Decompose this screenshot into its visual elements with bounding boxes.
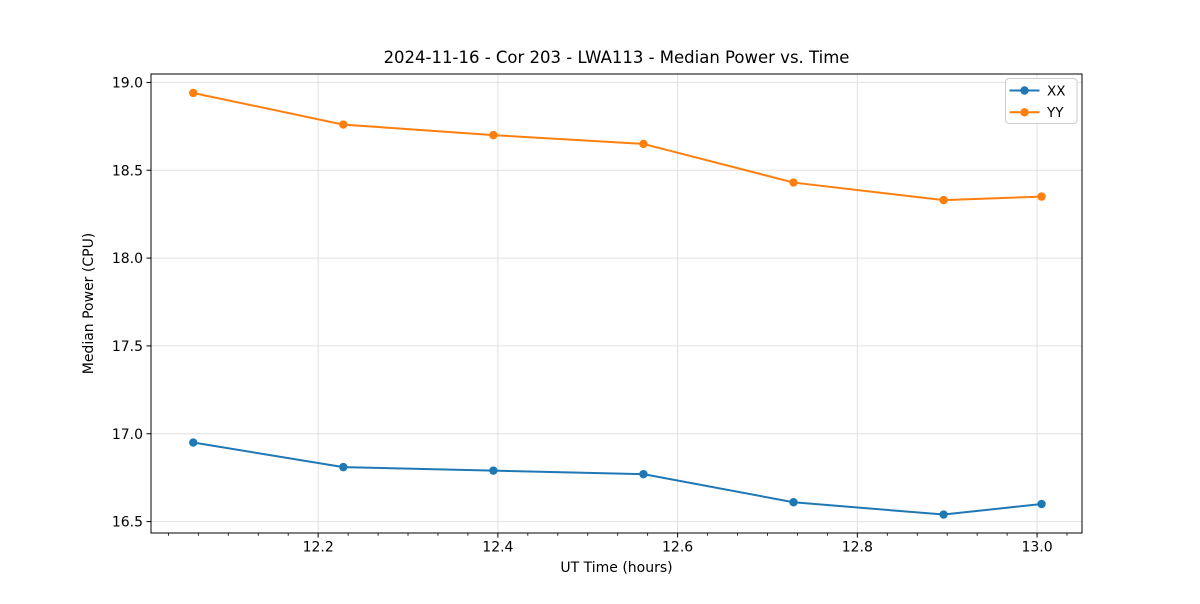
data-point-yy <box>339 120 348 129</box>
y-tick-label: 19.0 <box>112 75 143 91</box>
y-tick-label: 16.5 <box>112 515 143 531</box>
data-point-xx <box>189 438 198 447</box>
data-series <box>189 88 1046 519</box>
data-point-xx <box>789 498 798 507</box>
x-tick-label: 13.0 <box>1021 540 1052 556</box>
data-point-xx <box>489 466 498 475</box>
x-tick-label: 12.6 <box>662 540 693 556</box>
data-point-xx <box>639 469 648 479</box>
series-line-yy <box>192 91 1043 202</box>
data-point-yy <box>939 195 948 205</box>
y-tick-label: 17.5 <box>112 339 143 355</box>
y-tick-label: 18.0 <box>112 251 143 267</box>
data-point-yy <box>489 130 498 140</box>
chart-title: 2024-11-16 - Cor 203 - LWA113 - Median P… <box>384 48 850 67</box>
legend-entry-label: XX <box>1047 83 1066 99</box>
y-tick-label: 17.0 <box>112 427 143 443</box>
data-point-yy <box>189 88 198 98</box>
legend-entry-label: YY <box>1046 105 1064 121</box>
data-point-yy <box>639 139 648 149</box>
series-line-xx <box>192 441 1043 516</box>
data-point-xx <box>339 462 348 472</box>
y-tick-label: 18.5 <box>112 163 143 179</box>
axis-ticks: 12.2 12.4 12.6 12.8 13.0 16.5 17.0 17.5 18.0 18.5… <box>112 75 1068 556</box>
data-point-yy <box>1037 192 1046 201</box>
x-tick-label: 12.2 <box>303 540 334 556</box>
grid-lines <box>151 74 1082 533</box>
x-tick-label: 12.4 <box>482 540 513 556</box>
x-tick-label: 12.8 <box>842 540 873 556</box>
plot-border <box>150 73 1083 534</box>
legend-box <box>1005 78 1078 124</box>
y-axis-label: Median Power (CPU) <box>81 233 97 375</box>
x-axis-label: UT Time (hours) <box>560 560 672 576</box>
legend-marker <box>1020 86 1029 95</box>
data-point-xx <box>1037 499 1046 509</box>
data-point-yy <box>789 178 798 187</box>
data-point-xx <box>939 510 948 519</box>
legend: XX YY <box>1005 78 1078 124</box>
legend-marker <box>1020 108 1029 117</box>
